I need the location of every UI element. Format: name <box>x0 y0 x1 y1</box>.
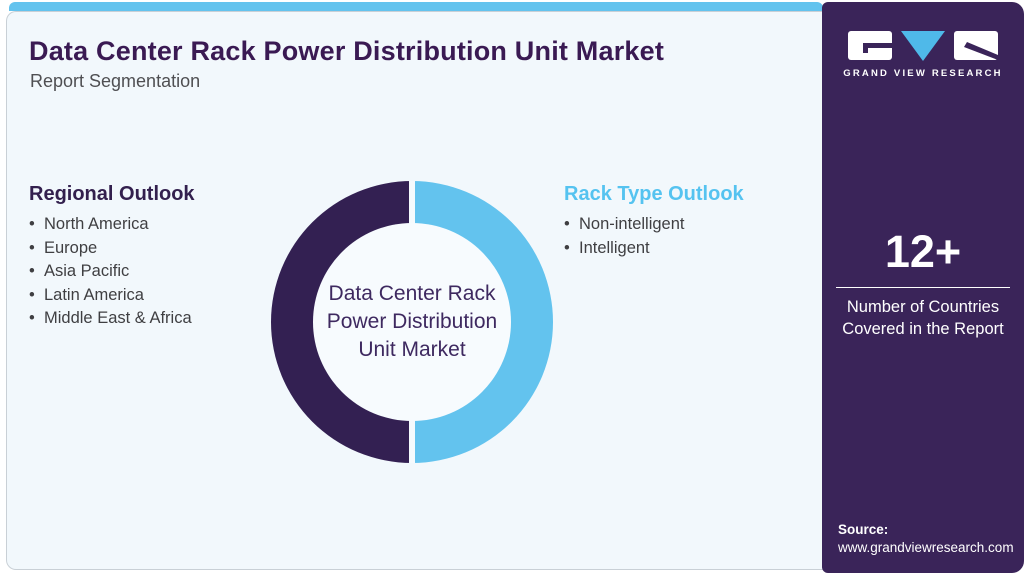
countries-stat: 12+ Number of Countries Covered in the R… <box>822 226 1024 340</box>
donut-center: Data Center Rack Power Distribution Unit… <box>313 223 511 421</box>
donut-center-label: Data Center Rack Power Distribution Unit… <box>327 280 497 364</box>
gvr-logo-icon <box>848 31 998 61</box>
page-subtitle: Report Segmentation <box>30 71 201 91</box>
rack-type-outlook-list: Non-intelligent Intelligent <box>564 213 744 260</box>
source-url: www.grandviewresearch.com <box>838 540 1014 555</box>
stat-label: Number of Countries Covered in the Repor… <box>822 296 1024 340</box>
list-item: Asia Pacific <box>29 260 195 284</box>
segmentation-donut-chart: Data Center Rack Power Distribution Unit… <box>271 181 553 463</box>
stat-label-line: Covered in the Report <box>842 320 1004 338</box>
source-block: Source: www.grandviewresearch.com <box>838 521 1014 557</box>
rack-type-outlook-heading: Rack Type Outlook <box>564 183 744 205</box>
regional-outlook-list: North America Europe Asia Pacific Latin … <box>29 213 195 331</box>
list-item: North America <box>29 213 195 237</box>
main-card: Data Center Rack Power Distribution Unit… <box>6 11 823 570</box>
brand-name: GRAND VIEW RESEARCH <box>843 68 1003 79</box>
list-item: Middle East & Africa <box>29 307 195 331</box>
rack-type-outlook-section: Rack Type Outlook Non-intelligent Intell… <box>564 183 744 260</box>
regional-outlook-section: Regional Outlook North America Europe As… <box>29 183 195 331</box>
donut-center-line: Power Distribution <box>326 310 498 333</box>
list-item: Latin America <box>29 284 195 308</box>
sidebar: GRAND VIEW RESEARCH 12+ Number of Countr… <box>822 2 1024 573</box>
list-item: Intelligent <box>564 237 744 261</box>
source-label: Source: <box>838 522 889 537</box>
top-accent-strip <box>9 2 823 11</box>
gvr-logo: GRAND VIEW RESEARCH <box>822 30 1024 79</box>
stat-divider <box>836 287 1010 288</box>
regional-outlook-heading: Regional Outlook <box>29 183 195 205</box>
donut-center-line: Unit Market <box>358 338 466 361</box>
donut-center-line: Data Center Rack <box>328 282 496 305</box>
stat-label-line: Number of Countries <box>846 298 1000 316</box>
page-title: Data Center Rack Power Distribution Unit… <box>29 36 665 66</box>
list-item: Non-intelligent <box>564 213 744 237</box>
stat-value: 12+ <box>884 226 962 277</box>
list-item: Europe <box>29 237 195 261</box>
